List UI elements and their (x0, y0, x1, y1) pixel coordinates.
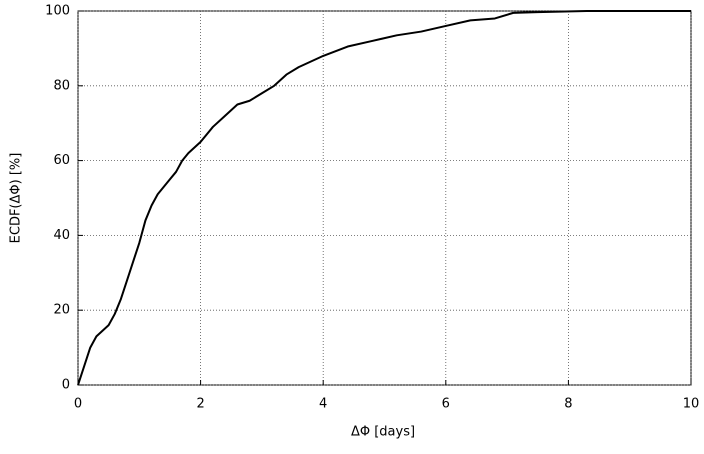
plot-frame (77, 10, 692, 386)
y-tick-label: 80 (53, 78, 70, 93)
y-tick-label: 60 (53, 153, 70, 168)
x-tick-label: 2 (196, 397, 204, 412)
y-tick-label: 100 (45, 4, 70, 19)
y-tick-label: 0 (62, 378, 70, 393)
x-tick-label: 8 (564, 397, 572, 412)
ecdf-line (77, 10, 691, 386)
x-tick-label: 10 (683, 397, 700, 412)
y-axis-label: ECDF(ΔΦ) [%] (9, 153, 24, 244)
x-tick-label: 4 (319, 397, 327, 412)
x-tick-label: 6 (442, 397, 450, 412)
x-axis-label: ΔΦ [days] (351, 425, 415, 440)
y-tick-label: 40 (53, 228, 70, 243)
y-tick-label: 20 (53, 303, 70, 318)
x-tick-label: 0 (74, 397, 82, 412)
